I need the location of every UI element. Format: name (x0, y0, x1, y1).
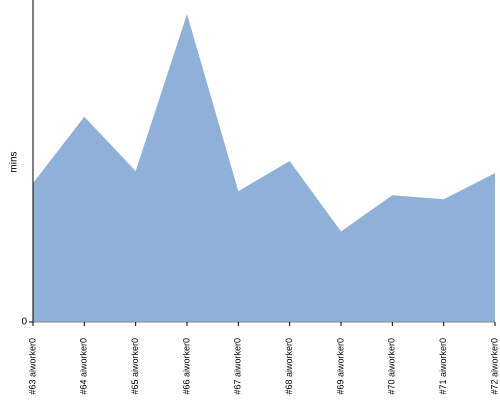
x-tick-label: #67 aiworker0 (233, 338, 243, 395)
x-tick-label: #69 aiworker0 (335, 338, 345, 395)
x-tick-label: #66 aiworker0 (181, 338, 191, 395)
x-tick-label: #71 aiworker0 (438, 338, 448, 395)
x-tick-label: #64 aiworker0 (79, 338, 89, 395)
x-tick-label: #65 aiworker0 (130, 338, 140, 395)
x-tick-label: #68 aiworker0 (284, 338, 294, 395)
x-tick-label: #63 aiworker0 (27, 338, 37, 395)
x-tick-label: #70 aiworker0 (387, 338, 397, 395)
y-tick-label: 0 (21, 317, 27, 328)
y-axis-label: mins (9, 151, 20, 172)
area (33, 14, 495, 323)
x-tick-label: #72 aiworker0 (489, 338, 499, 395)
